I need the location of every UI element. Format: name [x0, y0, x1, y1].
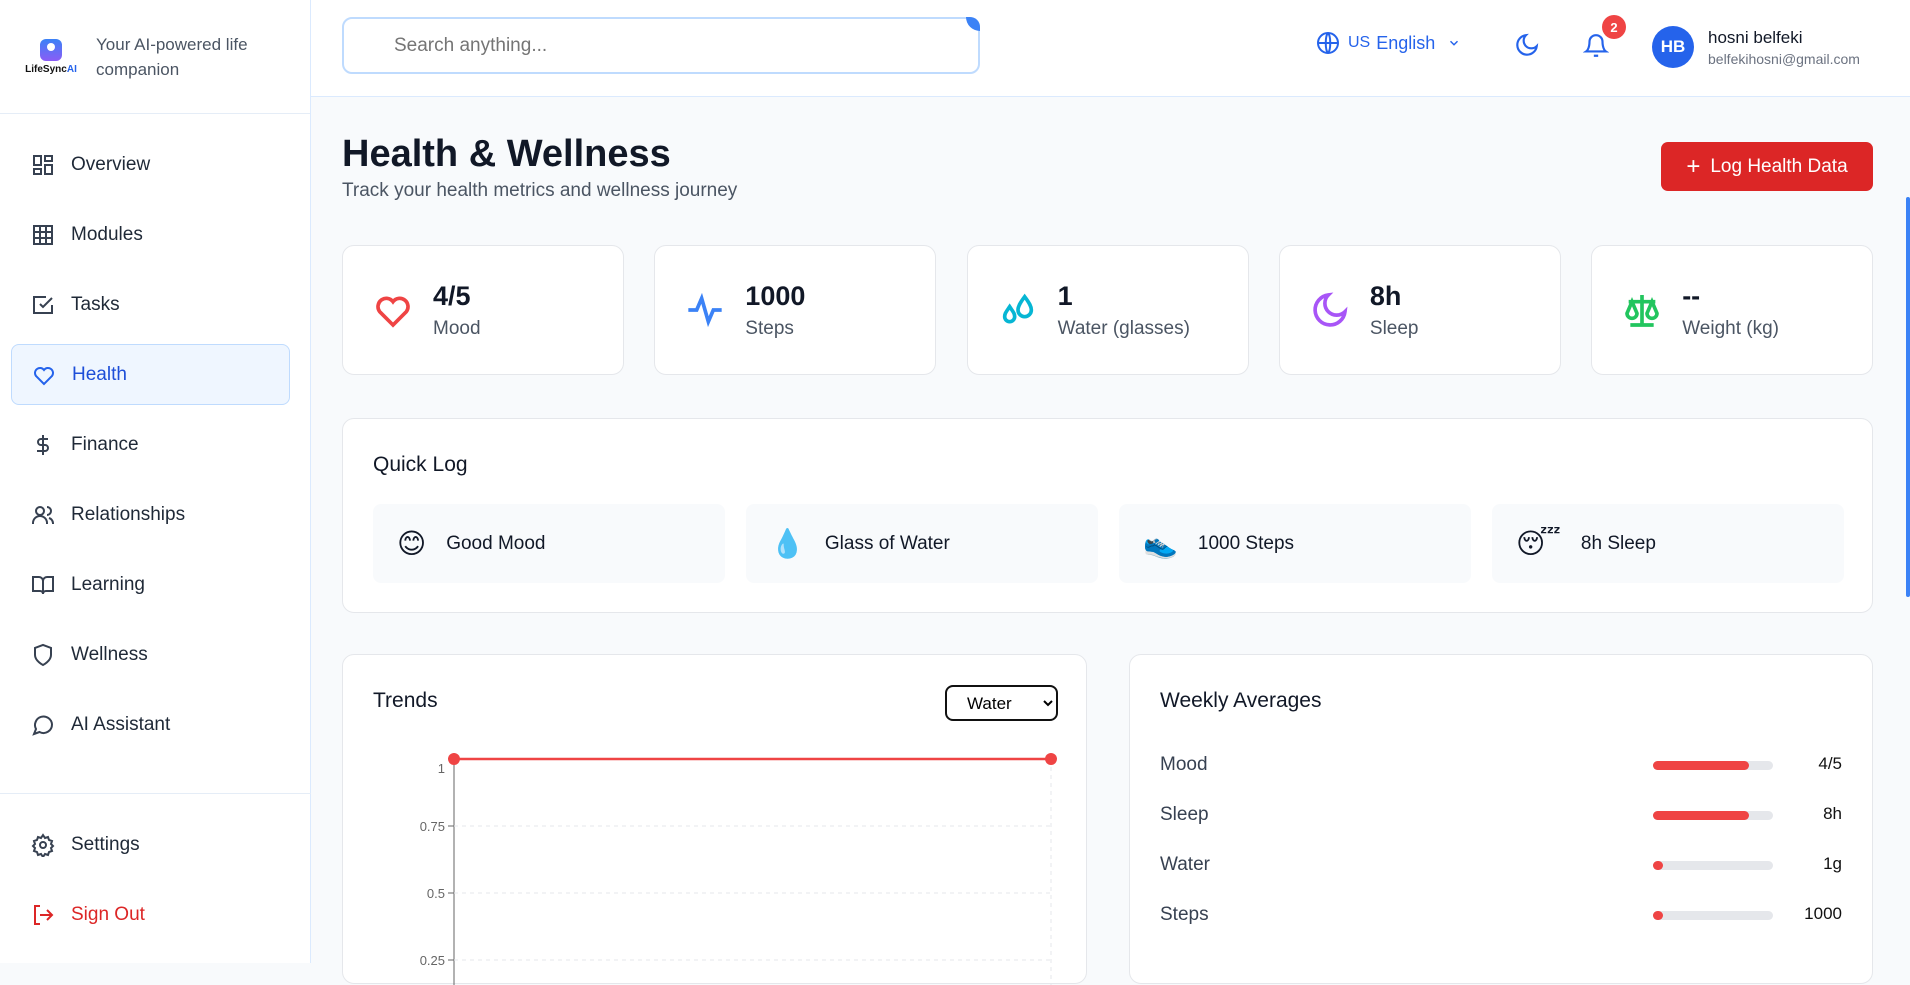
language-selector[interactable]: US English: [1316, 31, 1461, 55]
data-point: [1045, 753, 1057, 765]
table-icon: [33, 224, 53, 245]
bell-icon[interactable]: [1583, 32, 1609, 60]
tagline: Your AI-powered life companion: [96, 34, 248, 79]
stat-card-weight: -- Weight (kg): [1591, 245, 1874, 375]
sidebar-item-learning[interactable]: Learning: [11, 554, 290, 615]
sidebar-item-relationships[interactable]: Relationships: [11, 484, 290, 545]
notification-badge: 2: [1602, 15, 1626, 39]
quick-log-item[interactable]: 👟 1000 Steps: [1119, 504, 1471, 583]
trends-card: Trends Water 1 0.75 0.5 0.25: [342, 654, 1087, 985]
progress-bar: [1653, 811, 1773, 820]
progress-fill: [1653, 861, 1663, 870]
stat-card-mood: 4/5 Mood: [342, 245, 624, 375]
sign-out-icon: [34, 904, 54, 925]
y-tick-label: 0.75: [420, 819, 445, 834]
users-icon: [32, 505, 54, 524]
y-tick-label: 0.5: [427, 886, 445, 901]
trends-title: Trends: [373, 689, 438, 712]
weekly-row-sleep: Sleep 8h: [1160, 804, 1842, 825]
scale-icon: [1625, 295, 1660, 327]
sidebar-item-modules[interactable]: Modules: [11, 204, 290, 265]
user-email: belfekihosni@gmail.com: [1708, 51, 1860, 67]
chat-icon: [32, 715, 54, 736]
sidebar-item-wellness[interactable]: Wellness: [11, 624, 290, 685]
emoji-icon: 😴: [1516, 528, 1561, 559]
quick-log-item[interactable]: 😊 Good Mood: [373, 504, 725, 583]
sidebar-item-overview[interactable]: Overview: [11, 134, 290, 195]
sidebar-item-health[interactable]: Health: [11, 344, 290, 405]
shield-icon: [34, 643, 52, 666]
book-icon: [32, 575, 54, 594]
moon-icon[interactable]: [1514, 32, 1540, 58]
logo[interactable]: LifeSyncAI: [24, 38, 78, 75]
scrollbar[interactable]: [1904, 97, 1910, 963]
sidebar-item-finance[interactable]: Finance: [11, 414, 290, 475]
progress-fill: [1653, 911, 1663, 920]
weekly-averages-card: Weekly Averages Mood 4/5 Sleep 8h Water 1g Ste…: [1129, 654, 1873, 984]
quick-log-item[interactable]: 😴 8h Sleep: [1492, 504, 1844, 583]
y-tick-label: 1: [438, 761, 445, 776]
droplets-icon: [1002, 293, 1033, 324]
progress-bar: [1653, 761, 1773, 770]
chevron-down-icon: [1450, 40, 1459, 46]
trends-metric-select[interactable]: Water: [945, 685, 1058, 721]
dollar-icon: [37, 434, 49, 455]
sidebar-item-ai-assistant[interactable]: AI Assistant: [11, 694, 290, 755]
heart-icon: [34, 366, 54, 385]
activity-icon: [688, 292, 722, 328]
plus-icon: +: [1686, 152, 1701, 180]
quick-log-title: Quick Log: [373, 453, 468, 476]
stat-card-water: 1 Water (glasses): [966, 245, 1249, 375]
sidebar-nav: Overview Modules Tasks Health Finance Relatio…: [11, 134, 290, 764]
page-subtitle: Track your health metrics and wellness j…: [342, 180, 738, 201]
logo-icon: [40, 38, 62, 61]
gear-icon: [31, 832, 55, 857]
heart-icon: [376, 296, 410, 328]
sidebar-item-tasks[interactable]: Tasks: [11, 274, 290, 335]
user-name: hosni belfeki: [1708, 28, 1803, 47]
y-tick-label: 0.25: [420, 953, 445, 968]
quick-log-item[interactable]: 💧 Glass of Water: [746, 504, 1098, 583]
weekly-row-steps: Steps 1000: [1160, 904, 1842, 925]
divider: [0, 793, 311, 794]
stat-card-steps: 1000 Steps: [654, 245, 937, 375]
search-input[interactable]: [342, 17, 980, 74]
sidebar-item-settings[interactable]: Settings: [11, 814, 290, 875]
progress-bar: [1653, 911, 1773, 920]
weekly-row-water: Water 1g: [1160, 854, 1842, 875]
stat-card-sleep: 8h Sleep: [1278, 245, 1561, 375]
scrollbar-thumb[interactable]: [1906, 197, 1910, 597]
progress-fill: [1653, 811, 1749, 820]
data-point: [448, 753, 460, 765]
weekly-averages-title: Weekly Averages: [1160, 689, 1322, 712]
avatar[interactable]: HB: [1652, 26, 1694, 68]
grid-icon: [33, 154, 53, 175]
progress-fill: [1653, 761, 1749, 770]
sidebar: LifeSyncAI Your AI-powered life companio…: [0, 0, 311, 963]
trends-chart: 1 0.75 0.5 0.25: [420, 753, 1057, 985]
sidebar-bottom: Settings Sign Out: [11, 814, 290, 954]
page-title: Health & Wellness: [342, 133, 671, 175]
weekly-row-mood: Mood 4/5: [1160, 754, 1842, 775]
sidebar-item-sign-out[interactable]: Sign Out: [11, 884, 290, 945]
progress-bar: [1653, 861, 1773, 870]
checkbox-icon: [33, 295, 53, 314]
emoji-icon: 👟: [1143, 528, 1178, 559]
emoji-icon: 😊: [397, 528, 427, 559]
emoji-icon: 💧: [770, 528, 805, 559]
moon-icon: [1313, 292, 1348, 327]
globe-icon: [1317, 32, 1339, 54]
brand: LifeSyncAI Your AI-powered life companio…: [0, 0, 310, 114]
log-health-data-button[interactable]: + Log Health Data: [1661, 142, 1873, 191]
quick-log-card: Quick Log 😊 Good Mood 💧 Glass of Water 👟 1000…: [342, 418, 1873, 613]
